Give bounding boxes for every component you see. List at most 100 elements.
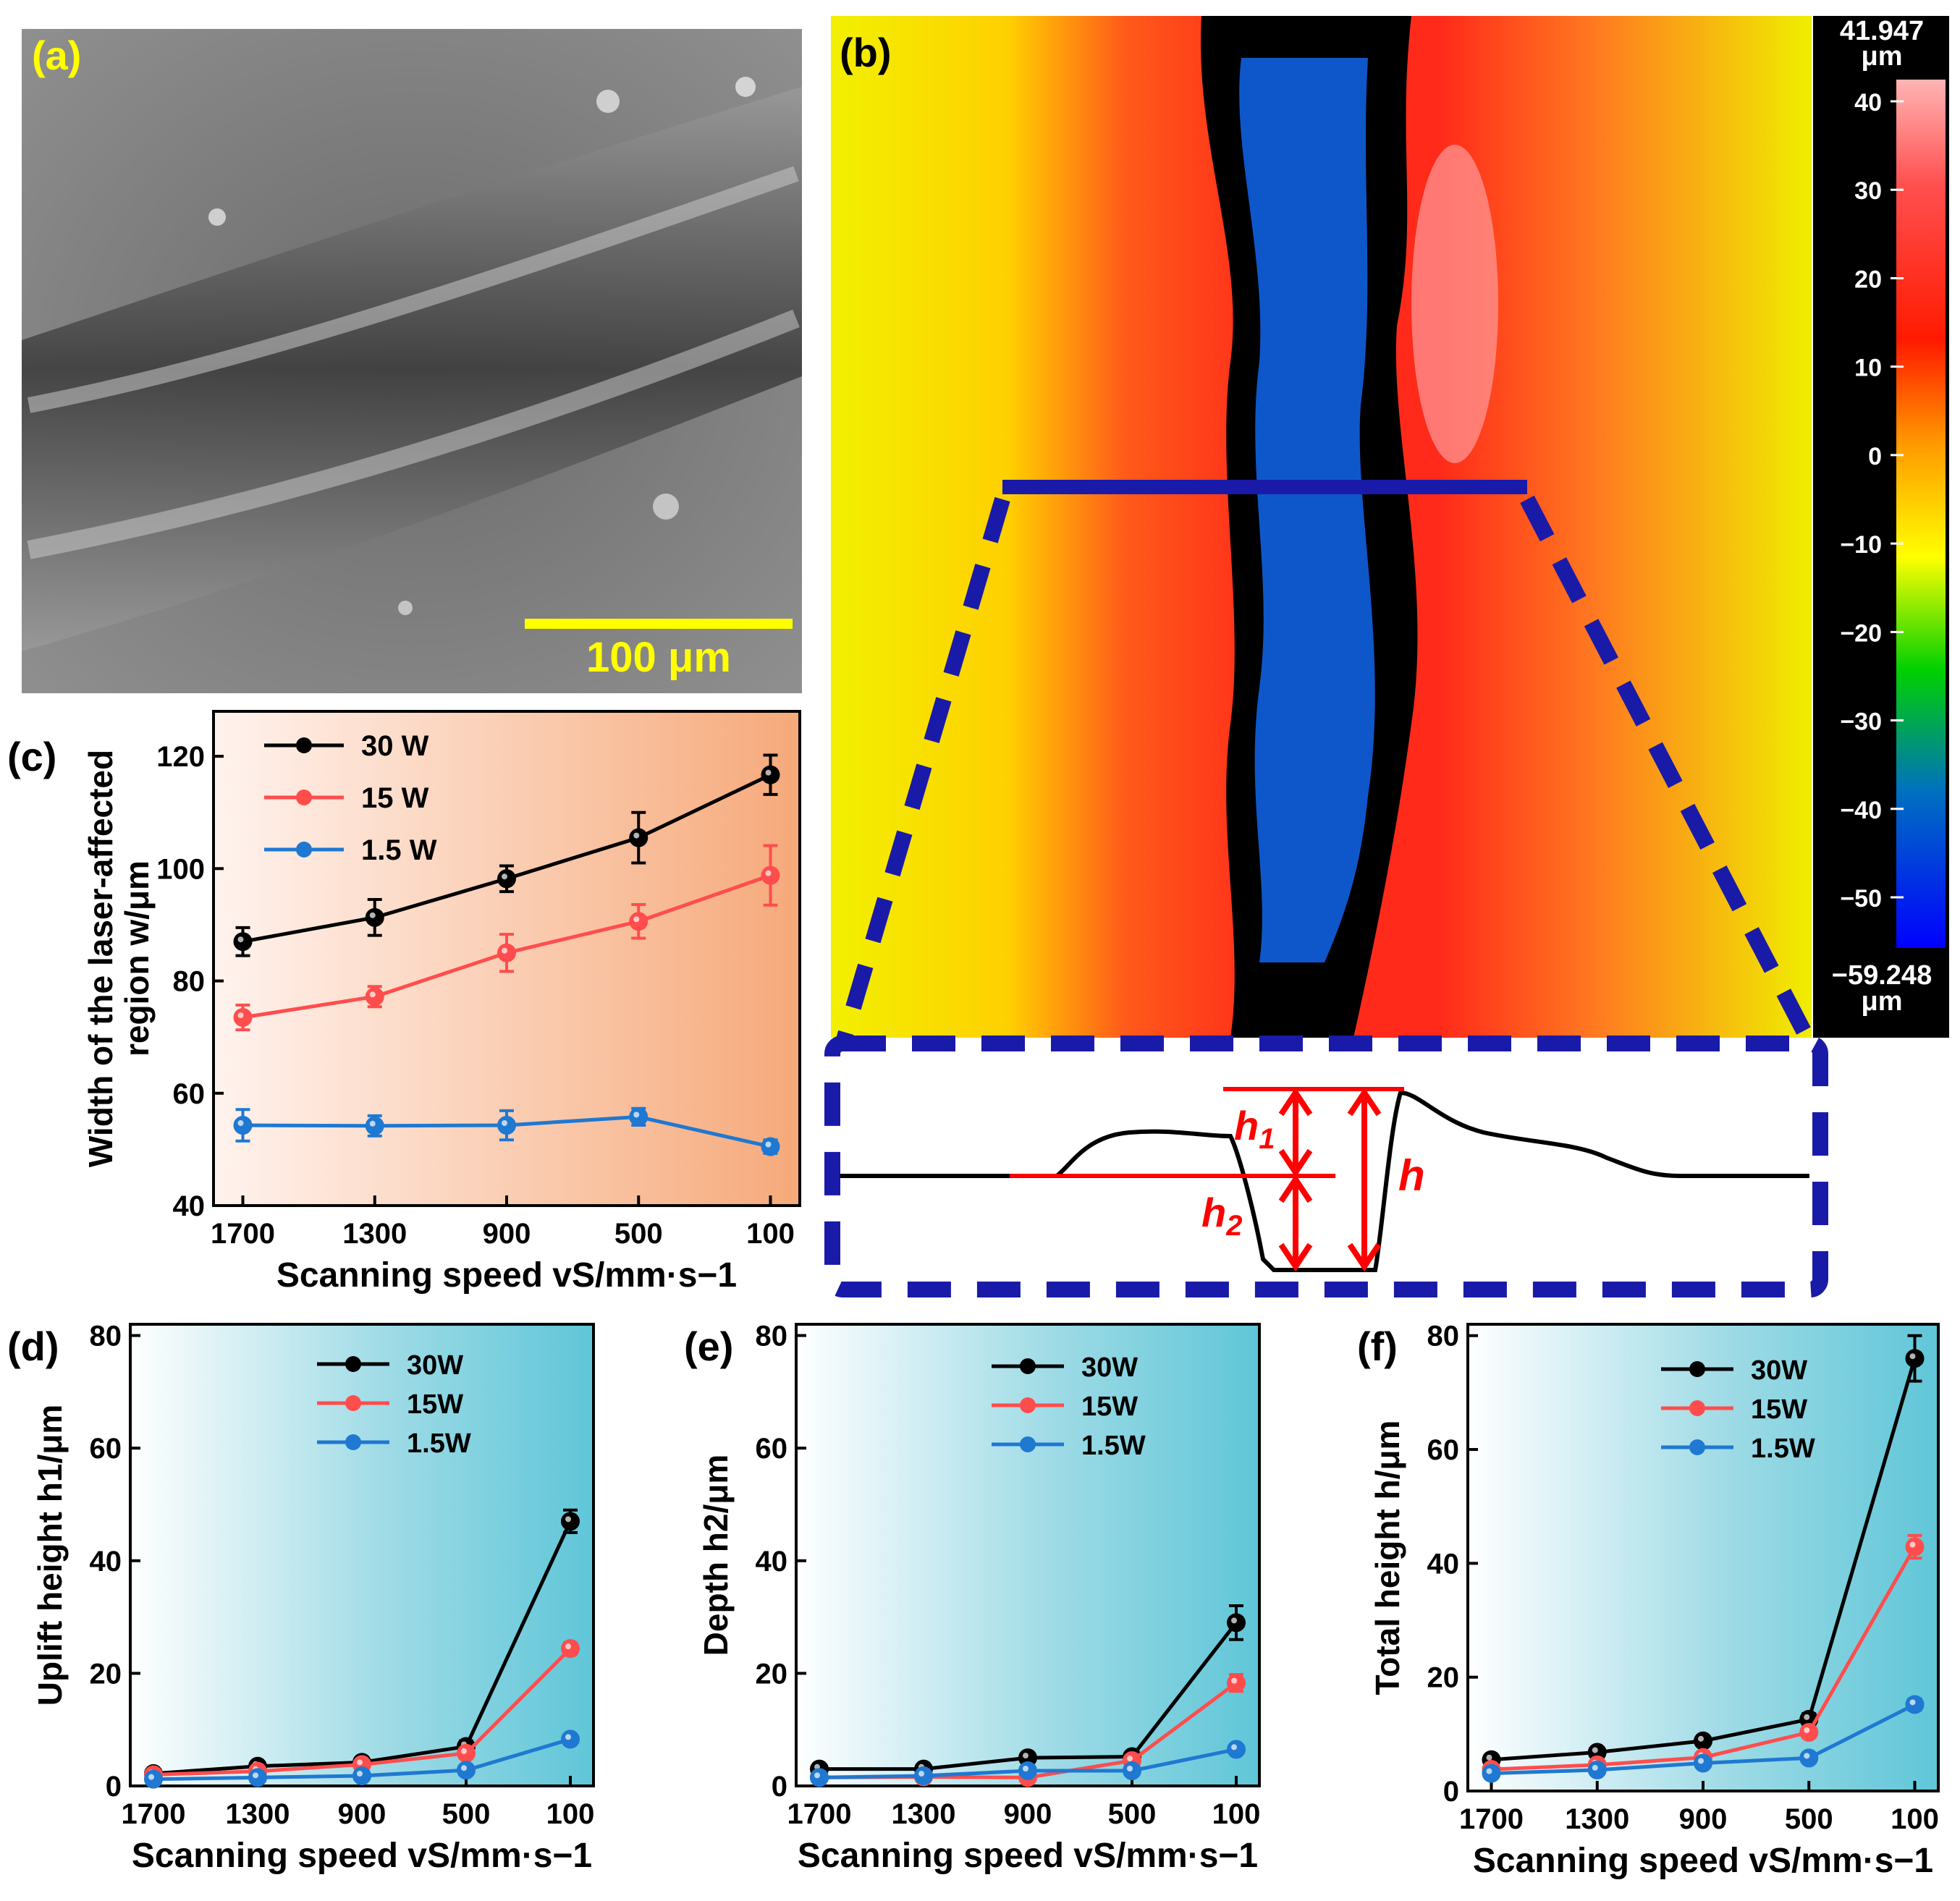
y-tick-label: 40 xyxy=(173,1190,206,1222)
data-point-highlight xyxy=(565,1734,571,1740)
sem-droplet xyxy=(735,77,756,97)
x-tick-label: 100 xyxy=(1212,1798,1261,1830)
data-point-highlight xyxy=(1486,1768,1492,1774)
data-point-highlight xyxy=(369,912,376,918)
x-tick-label: 100 xyxy=(1891,1803,1939,1835)
h-label: h xyxy=(1398,1151,1425,1200)
data-point-highlight xyxy=(918,1770,924,1777)
data-point-highlight xyxy=(765,1141,772,1148)
y-tick-label: 0 xyxy=(106,1771,122,1803)
y-tick-label: 0 xyxy=(1443,1776,1459,1808)
zoom-bracket-right xyxy=(1520,495,1817,1046)
y-tick-label: 40 xyxy=(90,1546,122,1578)
data-point-highlight xyxy=(565,1516,571,1523)
chart-f-total-height: 1700 1300 900 500 100 0 20 40 60 80 Scanning speed… xyxy=(1369,1321,1940,1880)
legend-label: 30W xyxy=(1081,1352,1138,1383)
y-tick-label: 40 xyxy=(756,1546,788,1578)
colorbar-tick-label: −10 xyxy=(1840,531,1882,559)
chart-d-uplift-height: 1700 1300 900 500 100 0 20 40 60 80 Scanning speed… xyxy=(31,1321,595,1875)
sem-droplet xyxy=(208,208,226,226)
plot-area xyxy=(1466,1323,1940,1792)
scale-bar xyxy=(525,619,793,629)
y-axis-label: Total height h/μm xyxy=(1369,1421,1406,1695)
data-point-highlight xyxy=(148,1774,154,1780)
colorbar-min-unit: μm xyxy=(1861,986,1902,1017)
colorbar-max-label: 41.947 xyxy=(1840,16,1924,46)
panel-a-label: (a) xyxy=(32,33,81,78)
profile-box xyxy=(824,1036,1828,1297)
data-point-highlight xyxy=(1592,1747,1598,1753)
panel-f-label: (f) xyxy=(1357,1324,1398,1369)
x-tick-label: 500 xyxy=(1108,1798,1157,1830)
y-tick-label: 80 xyxy=(756,1321,788,1352)
colorbar-tick-label: 0 xyxy=(1868,443,1882,470)
data-point xyxy=(1905,1695,1925,1714)
data-point xyxy=(629,1107,649,1127)
legend-marker xyxy=(1020,1358,1036,1374)
chart-e-depth: 1700 1300 900 500 100 0 20 40 60 80 Scanning speed… xyxy=(697,1321,1261,1875)
data-point xyxy=(365,987,384,1007)
x-tick-label: 500 xyxy=(442,1798,491,1830)
colorbar-min-label: −59.248 xyxy=(1832,960,1932,991)
legend-label: 1.5W xyxy=(1081,1431,1146,1461)
x-tick-label: 500 xyxy=(614,1218,663,1250)
y-tick-label: 80 xyxy=(1427,1321,1460,1352)
legend-marker xyxy=(345,1356,361,1372)
data-point xyxy=(497,943,516,962)
h-arrowhead xyxy=(1347,1087,1382,1272)
data-point xyxy=(761,765,780,784)
data-point-highlight xyxy=(1698,1735,1704,1742)
data-point xyxy=(1799,1748,1819,1768)
x-tick-label: 1300 xyxy=(342,1218,407,1250)
data-point xyxy=(248,1768,267,1787)
data-point xyxy=(1227,1673,1246,1693)
legend-label: 30 W xyxy=(361,730,429,762)
y-axis-label: Depth h2/μm xyxy=(697,1455,735,1656)
data-point-highlight xyxy=(1231,1677,1237,1684)
data-point-highlight xyxy=(633,916,640,923)
legend-label: 15W xyxy=(1751,1394,1807,1425)
y-tick-label: 0 xyxy=(772,1771,787,1803)
legend-label: 1.5 W xyxy=(361,834,437,866)
data-point xyxy=(761,1137,780,1156)
data-point-highlight xyxy=(1909,1699,1916,1706)
data-point xyxy=(365,1116,384,1135)
data-point-highlight xyxy=(565,1643,571,1650)
legend-label: 30W xyxy=(1751,1355,1807,1386)
data-point xyxy=(561,1639,580,1659)
y-tick-label: 60 xyxy=(173,1078,206,1110)
y-tick-label: 120 xyxy=(156,741,205,773)
sem-droplet xyxy=(596,90,620,113)
data-point-highlight xyxy=(237,1012,244,1018)
panel-d-label: (d) xyxy=(7,1324,59,1369)
y-tick-label: 100 xyxy=(156,853,205,885)
data-point xyxy=(1905,1349,1925,1368)
x-tick-label: 1300 xyxy=(1565,1803,1629,1835)
x-tick-label: 900 xyxy=(1004,1798,1052,1830)
x-tick-label: 1700 xyxy=(787,1798,852,1830)
data-point xyxy=(561,1729,580,1749)
data-point-highlight xyxy=(502,947,507,954)
x-axis-label: Scanning speed vS/mm·s−1 xyxy=(798,1837,1258,1875)
data-point-highlight xyxy=(1909,1353,1916,1360)
x-tick-label: 1700 xyxy=(1459,1803,1524,1835)
data-point-highlight xyxy=(1804,1714,1810,1720)
data-point xyxy=(810,1768,829,1787)
y-tick-label: 40 xyxy=(1427,1548,1460,1580)
data-point xyxy=(1227,1613,1246,1633)
sem-ridge xyxy=(27,309,800,559)
x-tick-label: 100 xyxy=(746,1218,795,1250)
x-axis-label: Scanning speed vS/mm·s−1 xyxy=(132,1837,592,1875)
data-point xyxy=(144,1769,163,1789)
legend-marker xyxy=(1689,1361,1705,1377)
data-point-highlight xyxy=(633,832,640,839)
data-point-highlight xyxy=(369,1120,376,1127)
legend-label: 15 W xyxy=(361,782,429,814)
legend-marker xyxy=(1689,1439,1705,1455)
y-axis-label: Uplift height h1/μm xyxy=(31,1405,69,1706)
data-point-highlight xyxy=(765,870,772,876)
x-tick-label: 1300 xyxy=(892,1798,956,1830)
y-tick-label: 20 xyxy=(756,1658,788,1690)
data-point xyxy=(761,865,780,885)
colorbar-ticks: 40 30 20 10 0 −10 −20 −30 −40 −50 xyxy=(1840,89,1904,913)
